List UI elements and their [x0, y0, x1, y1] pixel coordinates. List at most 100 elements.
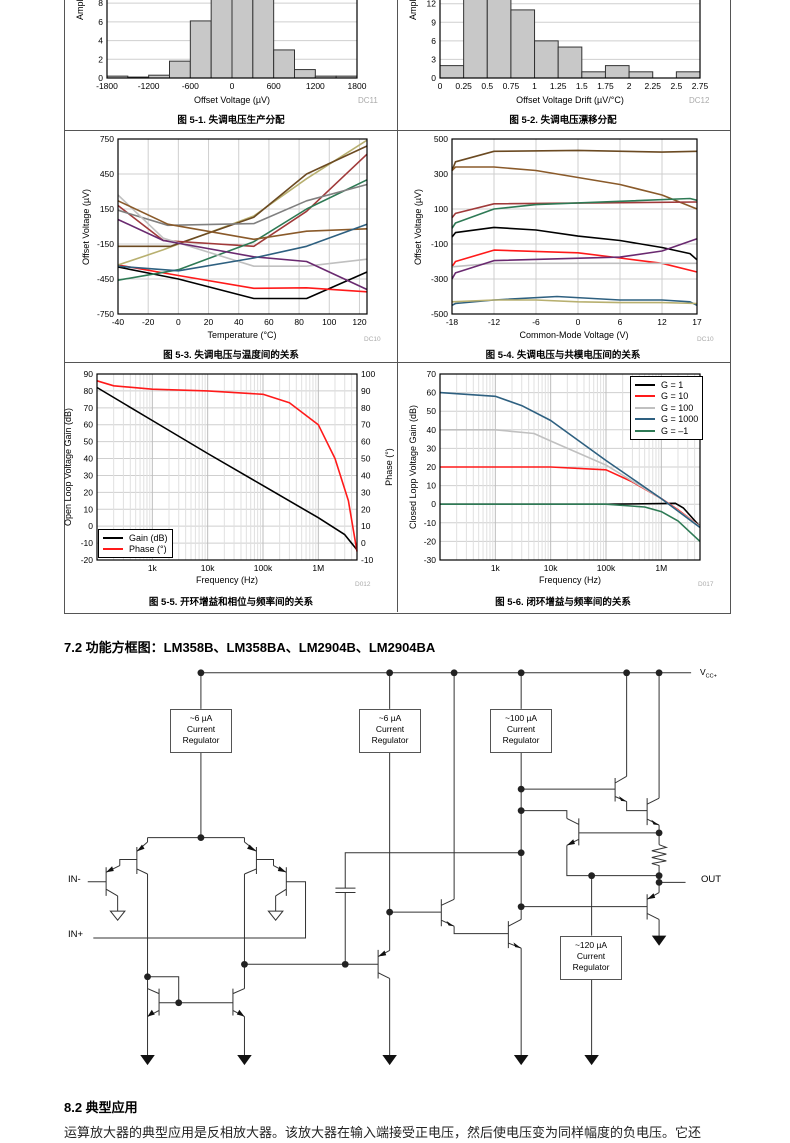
vcc-subscript: CC+ [705, 673, 717, 680]
x-tick-label: 0.75 [503, 81, 520, 91]
y-tick-label: 60 [427, 388, 437, 398]
x-tick-label: -18 [446, 317, 459, 327]
current-regulator-6ua-2: ~6 µA Current Regulator [359, 709, 421, 753]
y-right-tick-label: 100 [361, 369, 375, 379]
y-tick-label: -750 [97, 309, 114, 319]
series-line [451, 197, 698, 229]
x-tick-label: -1200 [138, 81, 160, 91]
transistor-symbols [106, 776, 659, 1016]
regulator-label: Current [576, 951, 606, 961]
y-tick-label: -10 [424, 518, 437, 528]
x-tick-label: 60 [264, 317, 274, 327]
chart5-legend: Gain (dB) Phase (°) [98, 529, 173, 558]
y-tick-label: 0 [431, 73, 436, 83]
series-line [117, 264, 368, 293]
y-tick-label: 8 [98, 0, 103, 8]
regulator-label: Regulator [371, 735, 409, 745]
y-tick-label: 6 [98, 17, 103, 27]
x-tick-label: 0 [438, 81, 443, 91]
chart5-code: D012 [355, 581, 371, 588]
regulator-current: ~6 µA [189, 713, 213, 723]
y-tick-label: 40 [84, 454, 94, 464]
x-tick-label: 2.75 [692, 81, 709, 91]
x-tick-label: 100 [322, 317, 336, 327]
chart-1: -1800 -1200 -600 0 600 1200 1800 0 2 4 6 8 [96, 0, 367, 91]
chart6-legend: G = 1 G = 10 G = 100 G = 1000 G = –1 [630, 376, 704, 440]
current-regulator-100ua: ~100 µA Current Regulator [490, 709, 552, 753]
series-line [451, 226, 698, 261]
x-tick-label: 40 [234, 317, 244, 327]
plot-frame [439, 0, 701, 79]
legend-swatch [635, 429, 655, 432]
regulator-current: ~120 µA [574, 940, 608, 950]
y-tick-label: 10 [427, 481, 437, 491]
y-tick-label: -30 [424, 555, 437, 565]
legend-item: G = –1 [635, 425, 698, 437]
series-line [96, 380, 358, 552]
junction-dots [144, 669, 663, 1007]
y-tick-label: 0 [88, 521, 93, 531]
y-tick-label: -20 [81, 555, 94, 565]
y-tick-label: 0 [431, 499, 436, 509]
y-tick-label: 90 [84, 369, 94, 379]
regulator-label: Regulator [572, 962, 610, 972]
current-regulator-6ua-1: ~6 µA Current Regulator [170, 709, 232, 753]
x-tick-label: 10k [544, 563, 558, 573]
regulator-current: ~6 µA [378, 713, 402, 723]
chart1-code: DC11 [358, 96, 378, 105]
legend-item: G = 1 [635, 379, 698, 391]
chart-5: 1k 10k 100k 1M -20 -10 0 10 20 30 40 50 60 70 80 90 -10 0… [81, 369, 376, 573]
legend-label: G = 1 [661, 379, 684, 390]
chart5-caption: 图 5-5. 开环增益和相位与频率间的关系 [148, 597, 314, 608]
y-right-tick-label: 0 [361, 538, 366, 548]
y-tick-label: -100 [431, 239, 448, 249]
series-line [451, 299, 698, 305]
y-right-tick-label: 10 [361, 521, 371, 531]
x-tick-label: -20 [142, 317, 155, 327]
y-tick-label: 70 [427, 369, 437, 379]
x-tick-label: 1800 [348, 81, 367, 91]
series-line [451, 149, 698, 171]
legend-label: G = –1 [661, 425, 689, 436]
y-tick-label: 4 [98, 36, 103, 46]
y-tick-label: 20 [427, 462, 437, 472]
y-tick-label: 80 [84, 386, 94, 396]
regulator-label: Current [506, 724, 536, 734]
plot-frame [439, 373, 701, 561]
legend-swatch [103, 536, 123, 539]
series-line [117, 139, 368, 266]
legend-item: Gain (dB) [103, 532, 168, 544]
series-line [117, 200, 368, 241]
x-tick-label: -40 [112, 317, 125, 327]
series-line [117, 153, 368, 248]
chart-2: 0 0.25 0.5 0.75 1 1.25 1.5 1.75 2 2.25 2.5 2.75 0 3 6 9… [427, 0, 709, 91]
chart6-xlabel: Frequency (Hz) [538, 575, 602, 585]
x-tick-label: 1.25 [550, 81, 567, 91]
x-tick-label: -1800 [96, 81, 118, 91]
figure-table [64, 0, 731, 614]
chart4-xlabel: Common-Mode Voltage (V) [519, 330, 629, 340]
regulator-current: ~100 µA [504, 713, 538, 723]
x-tick-label: 80 [294, 317, 304, 327]
y-tick-label: 9 [431, 17, 436, 27]
y-tick-label: 30 [84, 470, 94, 480]
plot-frame [451, 138, 698, 315]
x-tick-label: 10k [201, 563, 215, 573]
y-tick-label: -500 [431, 309, 448, 319]
y-right-tick-label: 20 [361, 504, 371, 514]
y-tick-label: 60 [84, 420, 94, 430]
series-line [117, 194, 368, 268]
legend-label: Gain (dB) [129, 532, 168, 543]
regulator-label: Regulator [182, 735, 220, 745]
y-tick-label: 50 [84, 437, 94, 447]
x-tick-label: 120 [352, 317, 366, 327]
arrow-heads [106, 796, 660, 1017]
section-7-2-heading: 7.2 功能方框图：LM358B、LM358BA、LM2904B、LM2904B… [64, 640, 436, 655]
y-tick-label: 70 [84, 403, 94, 413]
x-tick-label: 1 [532, 81, 537, 91]
vcc-label: VCC+ [700, 667, 717, 680]
plot-frame [117, 138, 368, 315]
y-tick-label: 50 [427, 406, 437, 416]
series-line [439, 391, 701, 529]
x-tick-label: 0 [576, 317, 581, 327]
